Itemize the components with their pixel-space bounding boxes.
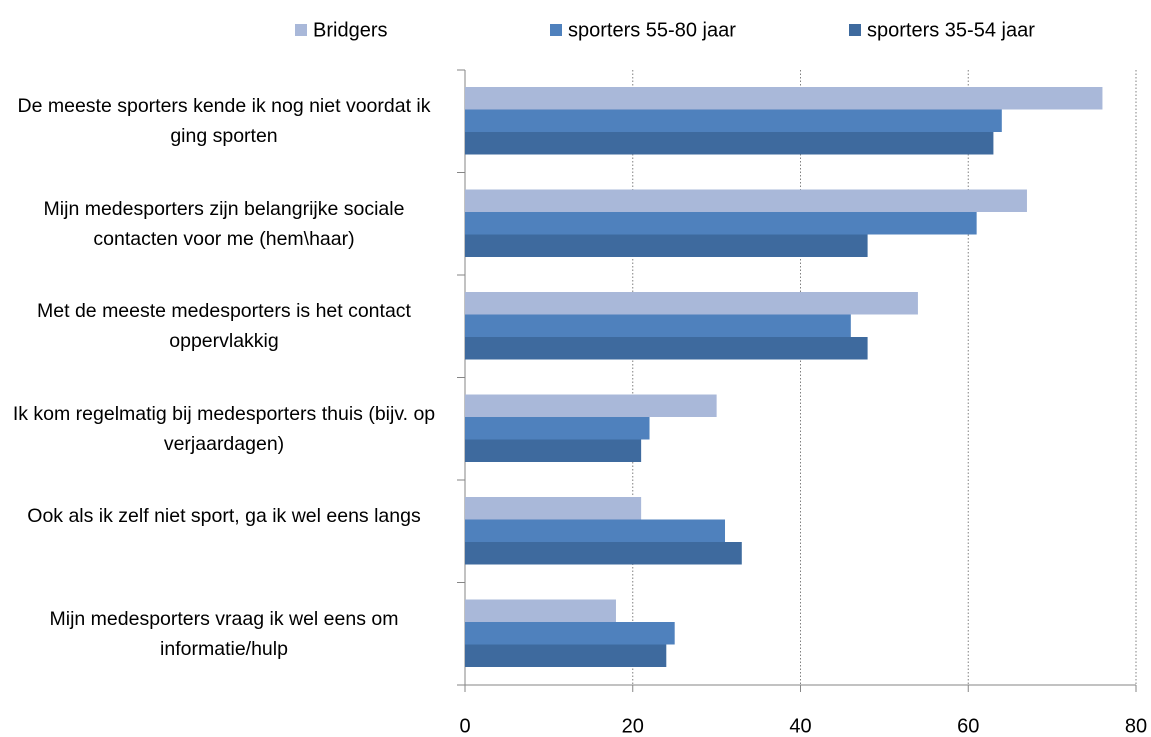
legend-label: sporters 55-80 jaar — [568, 19, 736, 41]
x-tick-label: 80 — [1125, 715, 1147, 737]
bar — [465, 599, 616, 622]
y-tick-label: Ik kom regelmatig bij medesporters thuis… — [12, 402, 436, 455]
y-tick-label: Ook als ik zelf niet sport, ga ik wel ee… — [27, 505, 421, 528]
x-tick-label: 0 — [459, 715, 470, 737]
legend-label: Bridgers — [313, 19, 387, 41]
bar — [465, 644, 667, 667]
bar — [465, 439, 642, 462]
bar — [465, 212, 977, 235]
legend-swatch — [849, 24, 861, 36]
x-tick-label: 40 — [789, 715, 811, 737]
bar — [465, 314, 851, 337]
bar — [465, 497, 642, 520]
bar — [465, 109, 1002, 132]
x-tick-label: 60 — [957, 715, 979, 737]
x-tick-label: 20 — [622, 715, 644, 737]
y-tick-label: De meeste sporters kende ik nog niet voo… — [17, 95, 431, 148]
bar — [465, 337, 868, 360]
y-tick-label: Met de meeste medesporters is het contac… — [37, 300, 411, 353]
bar — [465, 132, 994, 155]
y-tick-label: Mijn medesporters zijn belangrijke socia… — [43, 197, 405, 250]
bar — [465, 622, 675, 645]
bar — [465, 542, 742, 565]
bar — [465, 292, 918, 315]
bar — [465, 417, 650, 440]
bar — [465, 234, 868, 257]
bar — [465, 189, 1027, 212]
bar — [465, 519, 726, 542]
legend-swatch — [295, 24, 307, 36]
y-tick-label: Mijn medesporters vraag ik wel eens om i… — [49, 607, 399, 660]
bar — [465, 394, 717, 417]
bar — [465, 87, 1103, 110]
legend-label: sporters 35-54 jaar — [867, 19, 1035, 41]
legend-swatch — [550, 24, 562, 36]
